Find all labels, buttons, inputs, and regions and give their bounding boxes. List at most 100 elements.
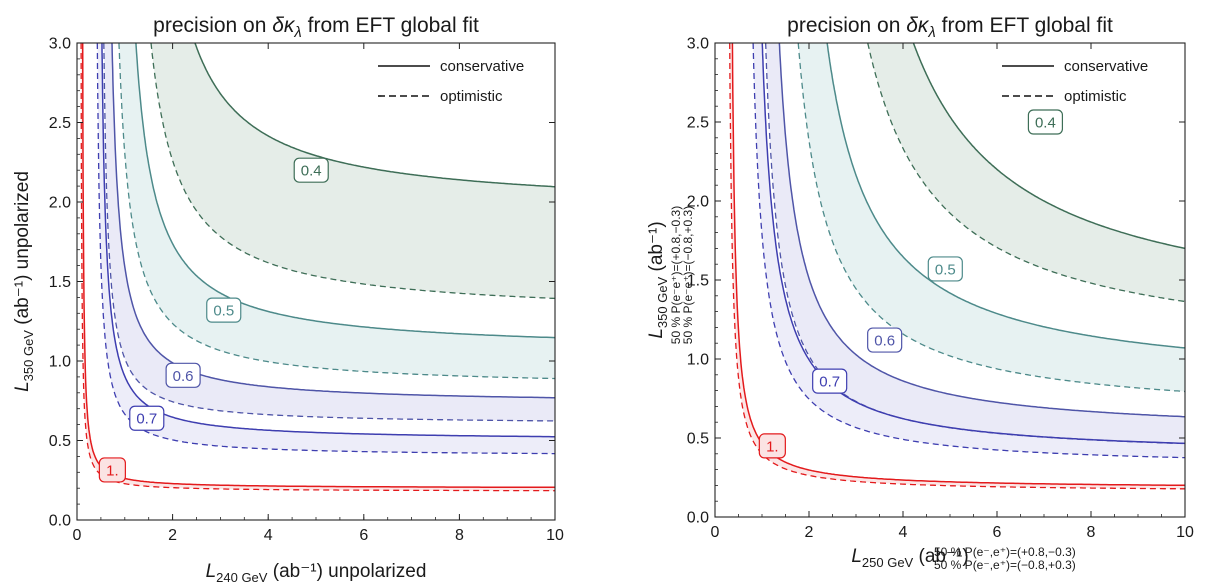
x-tick-label: 10 <box>1176 524 1194 541</box>
y-tick-label: 1.5 <box>49 274 71 291</box>
contour-label-box <box>867 327 903 353</box>
contour-label-box <box>98 457 126 483</box>
legend: conservative optimistic <box>1002 58 1148 105</box>
x-axis-subscript: 250 GeV <box>862 555 914 570</box>
y-axis-symbol: L <box>12 381 33 392</box>
chart-panel-1: 0.40.50.60.71.0 2 4 6 8 100.00.51.01.52.02.53… <box>12 14 564 585</box>
contour-conservative-04 <box>194 43 555 188</box>
y-polarization-note: 50 % P(e⁻e⁺)=(+0.8,−0.3) <box>669 206 683 344</box>
contour-label: 0.6 <box>874 333 895 350</box>
contour-label: 1. <box>106 462 119 479</box>
band-05 <box>119 43 555 379</box>
y-axis-unit: (ab⁻¹) unpolarized <box>12 171 33 330</box>
x-tick-label: 4 <box>264 527 273 544</box>
x-polarization-note: 50 % P(e⁻,e⁺)=(−0.8,+0.3) <box>934 558 1076 572</box>
contour-optimistic-1 <box>729 43 1185 490</box>
contour-label-box <box>129 405 165 431</box>
title-text-end: from EFT global fit <box>302 14 479 37</box>
y-tick-label: 2.5 <box>49 115 71 132</box>
band-06 <box>103 43 555 421</box>
x-tick-label: 6 <box>359 527 368 544</box>
contour-optimistic-05 <box>797 43 1185 393</box>
x-axis-unit: (ab⁻¹) <box>913 546 968 567</box>
contour-label-box <box>165 362 201 388</box>
contour-label-box <box>812 368 848 394</box>
contour-optimistic-07 <box>96 43 555 455</box>
contour-conservative-06 <box>111 43 555 399</box>
y-tick-label: 2.0 <box>49 195 71 212</box>
y-tick-label: 3.0 <box>687 36 709 53</box>
contour-label-box <box>1027 109 1064 135</box>
x-tick-label: 8 <box>455 527 464 544</box>
y-axis-unit: (ab⁻¹) <box>646 221 667 276</box>
y-tick-label: 1.0 <box>49 354 71 371</box>
y-axis-label-group: L350 GeV (ab⁻¹) <box>646 221 670 338</box>
contour-optimistic-07 <box>752 43 1185 459</box>
contour-conservative-06 <box>778 43 1185 418</box>
x-tick-label: 2 <box>168 527 177 544</box>
y-axis-symbol: L <box>646 328 667 339</box>
contour-optimistic-05 <box>118 43 555 380</box>
contour-label: 0.4 <box>1035 115 1056 132</box>
x-tick-label: 2 <box>805 524 814 541</box>
legend-label-conservative: conservative <box>1064 58 1148 75</box>
x-axis-symbol: L <box>851 546 862 567</box>
title-subscript: λ <box>293 24 301 41</box>
title-text-end: from EFT global fit <box>936 14 1113 37</box>
chart-title: precision on δκλ from EFT global fit <box>787 14 1113 41</box>
title-text: precision on <box>153 14 272 37</box>
contour-label: 0.6 <box>173 368 194 385</box>
x-tick-label: 4 <box>899 524 908 541</box>
contour-conservative-04 <box>912 43 1185 250</box>
contour-label-box <box>927 256 963 282</box>
x-axis-label: L250 GeV (ab⁻¹) <box>851 546 968 570</box>
y-polarization-group: 50 % P(e⁻e⁺)=(−0.8,+0.3) <box>681 206 695 344</box>
y-tick-label: 2.0 <box>687 194 709 211</box>
x-axis-symbol: L <box>206 561 217 582</box>
y-tick-label: 3.0 <box>49 36 71 53</box>
y-axis-subscript: 350 GeV <box>21 330 36 382</box>
band-05 <box>798 43 1185 392</box>
contour-label: 0.7 <box>819 374 840 391</box>
x-polarization-note: 50 % P(e⁻,e⁺)=(+0.8,−0.3) <box>934 545 1076 559</box>
contour-label: 0.5 <box>213 303 234 320</box>
contour-label: 0.7 <box>136 411 157 428</box>
contour-optimistic-04 <box>150 43 555 300</box>
y-tick-label: 0.0 <box>49 513 71 530</box>
x-tick-label: 10 <box>546 527 564 544</box>
contour-optimistic-04 <box>867 43 1185 303</box>
x-tick-label: 0 <box>73 527 82 544</box>
contour-conservative-1 <box>731 43 1185 487</box>
x-axis-unit: (ab⁻¹) unpolarized <box>267 561 426 582</box>
y-axis-label-group: L350 GeV (ab⁻¹) unpolarized <box>12 171 36 392</box>
x-tick-label: 8 <box>1087 524 1096 541</box>
contour-conservative-07 <box>761 43 1185 445</box>
y-tick-label: 0.0 <box>687 510 709 527</box>
y-axis-label: L350 GeV (ab⁻¹) <box>646 221 670 338</box>
contour-label-box <box>758 433 786 459</box>
x-axis-subscript: 240 GeV <box>216 570 268 585</box>
y-axis-subscript: 350 GeV <box>655 276 670 328</box>
contour-conservative-07 <box>101 43 555 438</box>
title-symbol: δκ <box>272 14 296 37</box>
contour-optimistic-06 <box>103 43 555 422</box>
title-symbol: δκ <box>906 14 930 37</box>
legend-label-optimistic: optimistic <box>440 88 503 105</box>
contour-label: 1. <box>766 438 779 455</box>
contour-conservative-05 <box>135 43 555 339</box>
x-tick-label: 6 <box>993 524 1002 541</box>
y-axis-label: L350 GeV (ab⁻¹) unpolarized <box>12 171 36 392</box>
y-tick-label: 0.5 <box>687 431 709 448</box>
band-04 <box>151 43 555 299</box>
band-04 <box>867 43 1185 302</box>
contour-conservative-05 <box>826 43 1185 349</box>
legend-label-optimistic: optimistic <box>1064 88 1127 105</box>
chart-panel-2: 0.40.50.60.71.0 2 4 6 8 100.00.51.01.52.02.53… <box>646 14 1194 572</box>
contour-label: 0.5 <box>935 261 956 278</box>
chart-title: precision on δκλ from EFT global fit <box>153 14 479 41</box>
y-tick-label: 1.5 <box>687 273 709 290</box>
legend: conservative optimistic <box>378 58 524 105</box>
y-polarization-note: 50 % P(e⁻e⁺)=(−0.8,+0.3) <box>681 206 695 344</box>
x-tick-label: 0 <box>711 524 720 541</box>
